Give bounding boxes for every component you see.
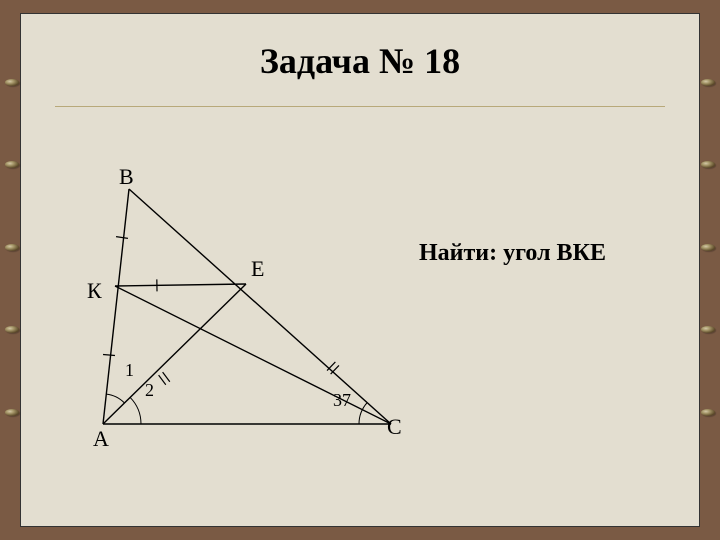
frame-bullet (5, 161, 19, 168)
frame-bullet (701, 161, 715, 168)
frame-bullet (5, 79, 19, 86)
svg-text:37: 37 (333, 390, 351, 410)
svg-text:В: В (119, 164, 134, 189)
svg-text:Е: Е (251, 256, 264, 281)
frame-bullet (701, 244, 715, 251)
svg-text:С: С (387, 414, 402, 439)
frame-bullet (5, 409, 19, 416)
frame-bullet (5, 244, 19, 251)
geometry-diagram: А В С К Е 12 37 (21, 14, 701, 528)
svg-text:1: 1 (125, 360, 134, 380)
slide-frame: Задача № 18 Найти: угол ВКЕ АВСКЕ1237 (20, 13, 700, 527)
frame-bullet (701, 326, 715, 333)
frame-bullet (701, 409, 715, 416)
svg-text:А: А (93, 426, 109, 451)
svg-text:К: К (87, 278, 102, 303)
frame-bullet (5, 326, 19, 333)
svg-text:2: 2 (145, 380, 154, 400)
frame-bullet (701, 79, 715, 86)
